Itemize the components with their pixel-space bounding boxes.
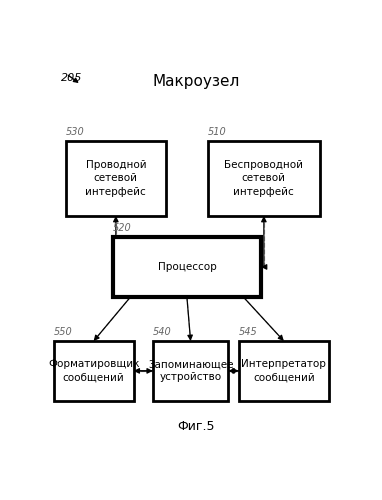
Bar	[208, 141, 320, 216]
Bar	[53, 341, 134, 400]
Text: 530: 530	[66, 127, 84, 137]
Text: Макроузел: Макроузел	[152, 74, 240, 88]
Text: Беспроводной
сетевой
интерфейс: Беспроводной сетевой интерфейс	[224, 160, 303, 196]
Text: Процессор: Процессор	[157, 262, 216, 272]
Text: Форматировщик
сообщений: Форматировщик сообщений	[48, 360, 139, 382]
Text: Фиг.5: Фиг.5	[177, 420, 215, 434]
Bar	[153, 341, 228, 400]
Text: 545: 545	[239, 327, 257, 337]
Bar	[239, 341, 329, 400]
Text: 550: 550	[53, 327, 73, 337]
Text: 510: 510	[208, 127, 227, 137]
Bar	[66, 141, 166, 216]
Text: 520: 520	[113, 223, 132, 233]
Text: Запоминающее
устройство: Запоминающее устройство	[148, 360, 233, 382]
Text: Проводной
сетевой
интерфейс: Проводной сетевой интерфейс	[86, 160, 146, 196]
Text: 205: 205	[61, 74, 83, 84]
Bar	[113, 237, 261, 297]
Text: Интерпретатор
сообщений: Интерпретатор сообщений	[241, 360, 326, 382]
Text: 540: 540	[153, 327, 172, 337]
